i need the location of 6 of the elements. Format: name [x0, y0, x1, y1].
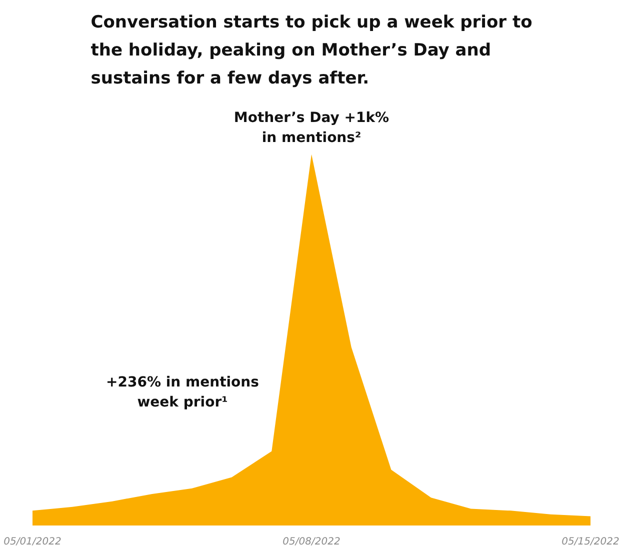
annotation: Mother’s Day +1k% in mentions²: [234, 110, 390, 146]
x-tick-label: 05/01/2022: [4, 536, 62, 548]
x-tick-label: 05/08/2022: [282, 536, 340, 548]
annotation: +236% in mentions week prior¹: [106, 374, 259, 410]
x-tick-label: 05/15/2022: [562, 536, 620, 548]
chart-title: Conversation starts to pick up a week prior to the holiday, peaking on Mother’s Day and sustains for a few days after.: [90, 12, 532, 88]
